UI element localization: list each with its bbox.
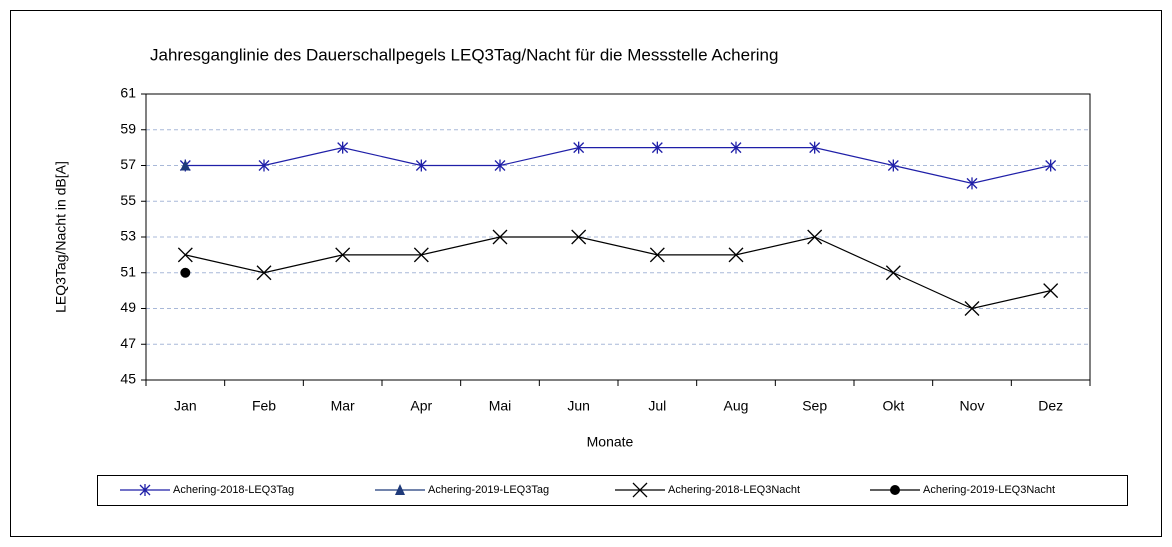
x-tick-label: Jan: [174, 398, 197, 414]
y-tick-label: 57: [120, 156, 136, 172]
marker-shape: [966, 177, 978, 190]
marker: [964, 301, 980, 316]
legend-label: Achering-2018-LEQ3Nacht: [668, 484, 800, 496]
marker: [335, 247, 351, 263]
y-tick-label: 55: [120, 192, 136, 208]
x-tick-label: Okt: [882, 398, 904, 414]
marker: [649, 247, 665, 263]
marker-shape: [177, 247, 193, 263]
marker: [890, 485, 900, 495]
y-tick-label: 59: [120, 120, 136, 136]
legend-label: Achering-2019-LEQ3Nacht: [923, 484, 1055, 496]
marker-shape: [730, 141, 742, 154]
marker: [395, 484, 405, 495]
marker: [807, 229, 823, 245]
marker: [258, 159, 270, 172]
series-line: [185, 236, 1051, 310]
series-line: [185, 147, 1051, 184]
marker: [887, 159, 899, 172]
marker: [492, 229, 508, 245]
marker-shape: [180, 159, 191, 171]
marker: [651, 141, 663, 154]
marker: [415, 159, 427, 172]
marker-shape: [890, 485, 900, 495]
x-tick-label: Sep: [802, 398, 827, 414]
marker: [730, 141, 742, 154]
x-tick-label: Feb: [252, 398, 276, 414]
y-tick-label: 47: [120, 335, 136, 351]
y-tick-label: 45: [120, 371, 136, 387]
marker-shape: [728, 247, 744, 263]
marker: [494, 159, 506, 172]
marker-shape: [180, 267, 191, 278]
marker: [139, 484, 151, 496]
marker: [966, 177, 978, 190]
marker-shape: [395, 484, 405, 495]
marker-shape: [1043, 283, 1059, 299]
marker-shape: [632, 482, 648, 498]
marker: [728, 247, 744, 263]
marker: [180, 267, 191, 278]
x-tick-label: Jun: [567, 398, 590, 414]
marker-shape: [258, 159, 270, 172]
x-tick-label: Aug: [724, 398, 749, 414]
marker-shape: [256, 265, 272, 281]
legend-label: Achering-2018-LEQ3Tag: [173, 484, 294, 496]
y-tick-label: 49: [120, 299, 136, 315]
marker-shape: [337, 141, 349, 154]
marker: [885, 265, 901, 281]
marker-shape: [649, 247, 665, 263]
marker: [632, 482, 648, 498]
y-axis-title: LEQ3Tag/Nacht in dB[A]: [53, 161, 69, 313]
x-tick-label: Nov: [960, 398, 985, 414]
marker: [180, 159, 191, 171]
marker-shape: [809, 141, 821, 154]
marker-shape: [573, 141, 585, 154]
marker: [256, 265, 272, 281]
marker-shape: [415, 159, 427, 172]
marker-shape: [887, 159, 899, 172]
marker: [809, 141, 821, 154]
marker: [1043, 283, 1059, 299]
x-tick-label: Mar: [331, 398, 355, 414]
marker-shape: [807, 229, 823, 245]
marker-shape: [651, 141, 663, 154]
marker: [1045, 159, 1057, 172]
marker-shape: [885, 265, 901, 281]
marker: [573, 141, 585, 154]
x-tick-label: Jul: [648, 398, 666, 414]
marker: [571, 229, 587, 245]
y-tick-label: 61: [120, 85, 136, 101]
x-tick-label: Mai: [489, 398, 512, 414]
legend-label: Achering-2019-LEQ3Tag: [428, 484, 549, 496]
y-tick-label: 51: [120, 263, 136, 279]
legend-box: [97, 475, 1128, 506]
marker-shape: [139, 484, 151, 496]
marker-shape: [494, 159, 506, 172]
marker: [177, 247, 193, 263]
marker-shape: [492, 229, 508, 245]
marker-shape: [335, 247, 351, 263]
marker-shape: [1045, 159, 1057, 172]
x-tick-label: Dez: [1038, 398, 1063, 414]
y-tick-label: 53: [120, 228, 136, 244]
x-axis-title: Monate: [587, 434, 634, 450]
x-tick-label: Apr: [410, 398, 432, 414]
marker: [337, 141, 349, 154]
marker: [413, 247, 429, 263]
chart-border: [10, 10, 1162, 537]
marker-shape: [964, 301, 980, 316]
chart-title: Jahresganglinie des Dauerschallpegels LE…: [150, 45, 778, 64]
marker-shape: [413, 247, 429, 263]
marker-shape: [571, 229, 587, 245]
